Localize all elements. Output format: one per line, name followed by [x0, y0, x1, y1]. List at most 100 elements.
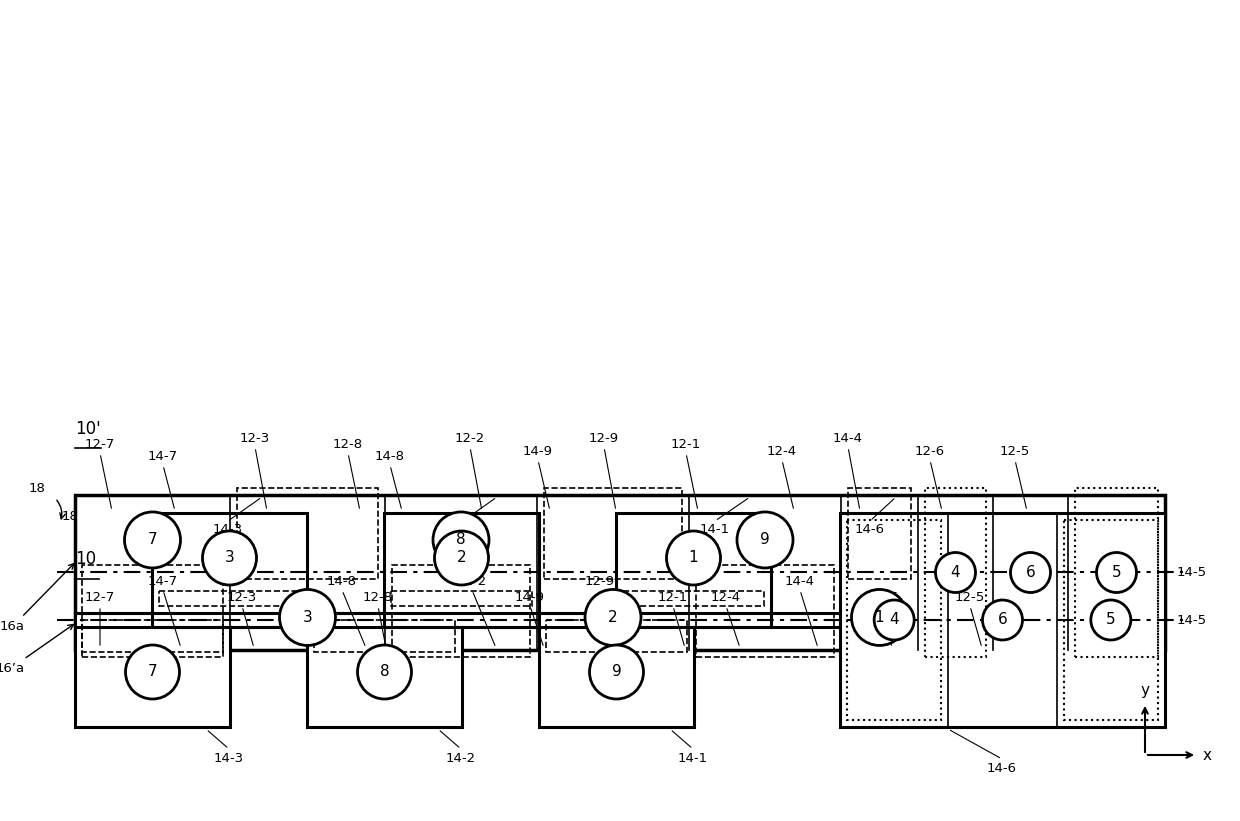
Text: 5: 5 — [1106, 612, 1116, 627]
Circle shape — [125, 645, 180, 699]
Bar — [82, 566, 223, 657]
Text: 18: 18 — [29, 481, 45, 494]
Bar — [82, 620, 223, 652]
Circle shape — [982, 600, 1023, 640]
Circle shape — [589, 645, 644, 699]
Text: 16a: 16a — [0, 563, 74, 633]
Text: 8: 8 — [379, 664, 389, 680]
Text: 12-3: 12-3 — [239, 432, 270, 445]
Text: 10: 10 — [74, 550, 97, 568]
Text: 2: 2 — [608, 610, 618, 625]
Circle shape — [279, 589, 336, 645]
Text: 14-1: 14-1 — [678, 752, 708, 765]
Text: 14-3: 14-3 — [213, 523, 243, 536]
Bar — [848, 488, 911, 580]
Bar — [237, 488, 378, 580]
Text: 12-9: 12-9 — [589, 432, 619, 445]
Text: 12-6: 12-6 — [869, 591, 899, 604]
Circle shape — [874, 600, 914, 640]
Circle shape — [202, 531, 257, 585]
Bar — [314, 620, 455, 652]
Bar — [696, 566, 835, 657]
Bar — [622, 591, 764, 606]
Text: 4: 4 — [951, 565, 960, 580]
Bar — [847, 520, 941, 720]
Text: 12-7: 12-7 — [84, 438, 115, 451]
Bar — [153, 513, 308, 627]
Text: 9: 9 — [760, 533, 770, 548]
Bar — [1064, 520, 1158, 720]
Bar — [1075, 488, 1158, 657]
Bar — [308, 613, 463, 727]
Text: 14-2: 14-2 — [448, 523, 479, 536]
Circle shape — [852, 589, 908, 645]
Text: 3: 3 — [224, 551, 234, 566]
Bar — [159, 591, 300, 606]
Circle shape — [434, 531, 489, 585]
Text: 4: 4 — [889, 612, 899, 627]
Text: 14-9: 14-9 — [523, 445, 553, 458]
Bar — [925, 488, 986, 657]
Text: x: x — [1203, 747, 1211, 763]
Text: 12-9: 12-9 — [585, 575, 615, 588]
Bar — [839, 513, 1166, 727]
Bar — [384, 513, 539, 627]
Text: 14-9: 14-9 — [515, 591, 546, 604]
Text: 12-4: 12-4 — [766, 445, 797, 458]
Text: 14-5: 14-5 — [1177, 613, 1207, 626]
Text: 14-4: 14-4 — [785, 575, 815, 588]
Text: 3: 3 — [303, 610, 312, 625]
Text: y: y — [1141, 683, 1149, 698]
Bar — [616, 513, 771, 627]
Text: 1: 1 — [874, 610, 884, 625]
Text: 5: 5 — [1112, 565, 1121, 580]
Text: 14-7: 14-7 — [148, 575, 179, 588]
Text: 12-5: 12-5 — [999, 445, 1030, 458]
Circle shape — [737, 512, 794, 568]
Text: 2: 2 — [456, 551, 466, 566]
Text: 12-6: 12-6 — [915, 445, 945, 458]
Text: 14-2: 14-2 — [446, 752, 476, 765]
Text: 9: 9 — [611, 664, 621, 680]
Bar — [544, 488, 682, 580]
Text: 12-4: 12-4 — [711, 591, 742, 604]
Text: 12-8: 12-8 — [363, 591, 393, 604]
Text: 14-7: 14-7 — [148, 450, 179, 463]
Text: 16’a: 16’a — [0, 625, 73, 675]
Text: 12-2: 12-2 — [456, 575, 487, 588]
Circle shape — [433, 512, 489, 568]
Text: 10': 10' — [74, 420, 100, 438]
Text: 12-1: 12-1 — [671, 438, 701, 451]
Text: 7: 7 — [148, 664, 157, 680]
Text: 12-7: 12-7 — [84, 591, 115, 604]
Text: 12-2: 12-2 — [455, 432, 485, 445]
Circle shape — [585, 589, 641, 645]
Text: 6: 6 — [1025, 565, 1035, 580]
Circle shape — [667, 531, 720, 585]
Text: 14-4: 14-4 — [833, 432, 863, 445]
Bar — [74, 495, 1166, 650]
Text: 14-1: 14-1 — [699, 523, 730, 536]
Text: 18: 18 — [62, 510, 78, 523]
Text: 12-3: 12-3 — [227, 591, 257, 604]
Circle shape — [1011, 553, 1050, 593]
Text: 14-8: 14-8 — [327, 575, 357, 588]
Circle shape — [1091, 600, 1131, 640]
Text: 14-3: 14-3 — [215, 752, 244, 765]
Circle shape — [124, 512, 181, 568]
Circle shape — [1096, 553, 1137, 593]
Text: 1: 1 — [688, 551, 698, 566]
Circle shape — [935, 553, 976, 593]
Circle shape — [357, 645, 412, 699]
Text: 12-5: 12-5 — [955, 591, 985, 604]
Text: 6: 6 — [998, 612, 1007, 627]
Text: 14-8: 14-8 — [374, 450, 405, 463]
Text: 12-1: 12-1 — [658, 591, 688, 604]
Bar — [546, 620, 687, 652]
Bar — [391, 591, 532, 606]
Text: 14-5: 14-5 — [1177, 566, 1207, 579]
Text: 12-8: 12-8 — [332, 438, 363, 451]
Bar — [539, 613, 694, 727]
Bar — [392, 566, 529, 657]
Bar — [74, 613, 229, 727]
